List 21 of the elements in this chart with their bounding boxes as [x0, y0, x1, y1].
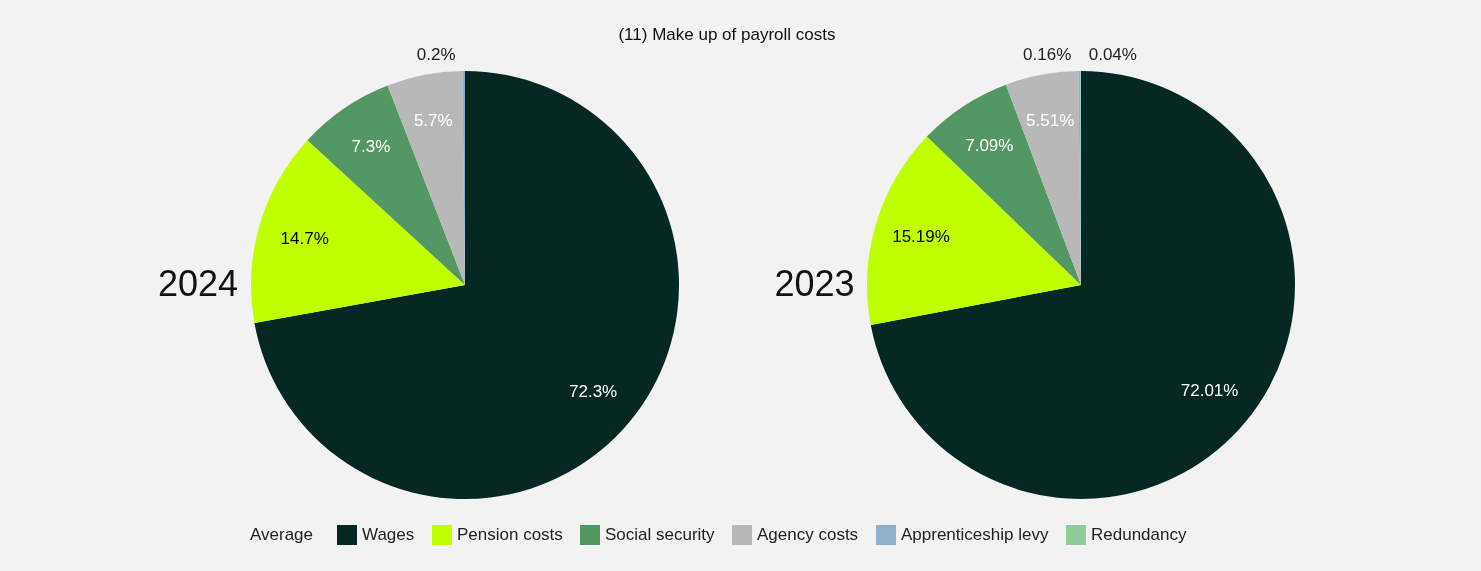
- data-label: 7.09%: [965, 135, 1014, 155]
- legend-label: Wages: [362, 525, 415, 544]
- slice-label: 2024: [157, 263, 239, 304]
- data-label: 5.7%: [413, 111, 453, 131]
- legend-label: Social security: [605, 525, 716, 544]
- data-label: 0.04%: [1088, 45, 1137, 64]
- chart-title: (11) Make up of payroll costs: [618, 25, 836, 44]
- data-label: 5.51%: [1026, 110, 1075, 130]
- data-label: 14.7%: [280, 228, 329, 248]
- slice-label: 2023: [774, 263, 855, 304]
- data-label: 72.01%: [1180, 381, 1239, 401]
- data-label: 0.16%: [1023, 45, 1072, 65]
- data-label: 72.3%: [568, 382, 618, 402]
- data-label: 0.2%: [416, 45, 456, 64]
- legend-label: Pension costs: [457, 525, 563, 544]
- data-label: 15.19%: [892, 227, 950, 247]
- legend-title: Average: [250, 525, 314, 544]
- legend-label: Apprenticeship levy: [901, 525, 1049, 544]
- legend-label: Redundancy: [1091, 525, 1187, 544]
- data-label: 7.3%: [351, 137, 391, 157]
- legend-label: Agency costs: [757, 525, 859, 544]
